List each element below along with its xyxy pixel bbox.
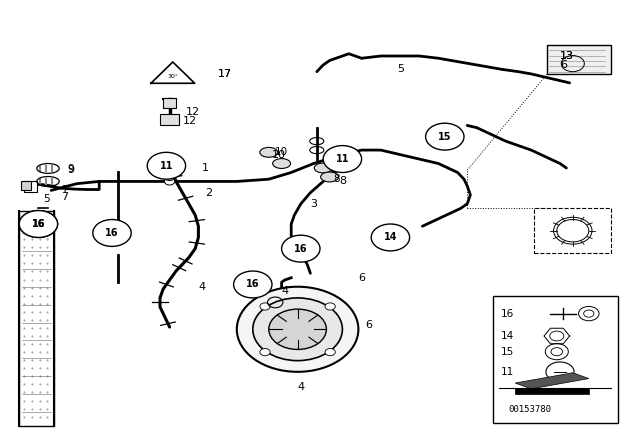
Bar	[547, 45, 611, 74]
Text: 14: 14	[383, 233, 397, 242]
Text: 4: 4	[198, 282, 205, 292]
Ellipse shape	[314, 163, 332, 173]
Text: 11: 11	[335, 154, 349, 164]
Text: 8: 8	[339, 177, 346, 186]
Circle shape	[282, 235, 320, 262]
Bar	[160, 114, 179, 125]
Circle shape	[164, 178, 175, 185]
Circle shape	[371, 224, 410, 251]
Text: 13: 13	[560, 51, 574, 61]
Ellipse shape	[260, 147, 278, 157]
Text: 11: 11	[159, 161, 173, 171]
Text: 16: 16	[246, 280, 260, 289]
Text: 15: 15	[500, 347, 514, 357]
Bar	[493, 296, 618, 423]
Text: 16: 16	[105, 228, 119, 238]
Text: 5: 5	[397, 65, 404, 74]
Text: 7: 7	[61, 192, 68, 202]
Circle shape	[426, 123, 464, 150]
Text: 10: 10	[275, 147, 289, 157]
Text: 6: 6	[358, 273, 365, 283]
Circle shape	[19, 211, 58, 237]
Circle shape	[253, 298, 342, 361]
Text: 2: 2	[205, 188, 212, 198]
Circle shape	[260, 349, 270, 356]
Text: 3: 3	[310, 199, 317, 209]
Text: 5: 5	[43, 194, 49, 204]
Circle shape	[269, 309, 326, 349]
Circle shape	[323, 146, 362, 172]
Bar	[19, 211, 54, 426]
Text: 12: 12	[186, 107, 200, 117]
Text: 14: 14	[500, 331, 514, 341]
Text: 1: 1	[202, 163, 209, 173]
Text: 30°: 30°	[167, 73, 179, 79]
Circle shape	[164, 173, 175, 181]
Circle shape	[260, 303, 270, 310]
Bar	[163, 98, 176, 108]
Text: 13: 13	[560, 51, 574, 61]
Ellipse shape	[273, 159, 291, 168]
Text: 17: 17	[218, 69, 232, 79]
Circle shape	[93, 220, 131, 246]
Circle shape	[237, 287, 358, 372]
Text: 16: 16	[500, 309, 514, 319]
Text: 17: 17	[218, 69, 232, 79]
Polygon shape	[515, 388, 589, 394]
Circle shape	[234, 271, 272, 298]
Bar	[21, 181, 31, 190]
Text: 16: 16	[31, 219, 45, 229]
Text: 4: 4	[282, 286, 289, 296]
Text: 7: 7	[61, 185, 67, 194]
Text: 00153780: 00153780	[509, 405, 552, 414]
Text: 10: 10	[272, 150, 286, 159]
Text: 15: 15	[438, 132, 452, 142]
Text: 6: 6	[365, 320, 372, 330]
Circle shape	[325, 303, 335, 310]
Text: 8: 8	[333, 174, 339, 184]
Circle shape	[147, 152, 186, 179]
Text: 9: 9	[67, 164, 74, 174]
Bar	[534, 208, 611, 253]
Bar	[24, 181, 37, 192]
Text: 11: 11	[500, 367, 514, 377]
Circle shape	[19, 211, 58, 237]
Text: 4: 4	[297, 382, 305, 392]
Text: 12: 12	[182, 116, 196, 126]
Circle shape	[325, 349, 335, 356]
Text: 6: 6	[560, 60, 567, 70]
Polygon shape	[515, 373, 589, 389]
Text: 9: 9	[67, 165, 74, 175]
Ellipse shape	[321, 172, 339, 182]
Text: 16: 16	[31, 219, 45, 229]
Text: 16: 16	[294, 244, 308, 254]
